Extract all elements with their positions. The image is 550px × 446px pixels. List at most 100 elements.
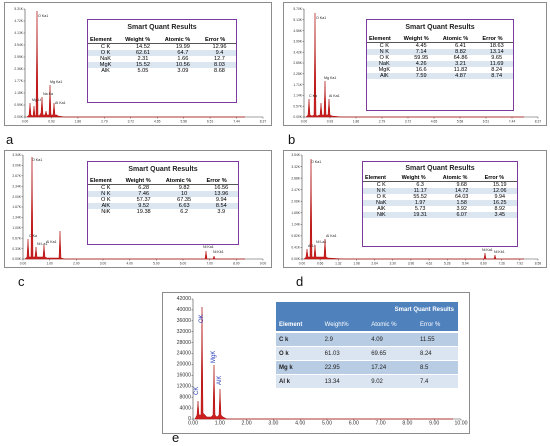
table-row: AlK 5.05 3.09 8.68: [88, 68, 236, 74]
table-row: Mg k 22.95 17.24 8.5: [276, 360, 458, 375]
peak-label-c-0: C Ka: [29, 234, 37, 238]
table-cell: 22.95: [321, 360, 369, 375]
x-tick-label: 2.79: [101, 120, 108, 124]
table-cell: 8.82: [440, 49, 481, 55]
table-row: AlK 7.59 4.87 8.74: [367, 73, 513, 79]
table-title-a: Smart Quant Results: [127, 24, 197, 31]
panel-label-d: d: [296, 274, 304, 289]
column-header: Element: [276, 318, 322, 333]
table-cell: 61.03: [321, 346, 369, 361]
column-header: Element: [88, 37, 124, 44]
table-cell: 6.07: [440, 212, 483, 218]
column-header: Element: [363, 175, 400, 182]
table-cell: N K: [367, 49, 402, 55]
table-cell: AlK: [101, 68, 110, 74]
y-tick-label: 2.28K: [293, 72, 302, 76]
spectrum-trace-c: [24, 156, 245, 260]
results-table-c: Element Weight % Atomic % Error % C K 6.28 9.8…: [88, 178, 238, 215]
y-tick-label: 1.00K: [12, 226, 21, 230]
table-cell: N K: [363, 188, 400, 194]
x-tick-label: 1.00: [46, 262, 53, 266]
x-tick-label: 5.00: [322, 421, 332, 427]
peak-label-a-1: O Ka1: [38, 14, 48, 18]
y-tick-label: 2.95K: [14, 55, 23, 59]
table-cell: 67.35: [177, 197, 192, 203]
x-tick-label: 8.37: [260, 120, 267, 124]
table-cell: 8.68: [214, 68, 225, 74]
table-cell: 16.25: [482, 200, 517, 206]
x-tick-label: 1.98: [353, 262, 360, 266]
y-tick-label: 3.34K: [12, 153, 21, 157]
peak-label-a-2: Na Ka: [43, 92, 53, 96]
y-tick-label: 28000: [177, 340, 192, 346]
table-cell: 9.65: [491, 55, 503, 61]
table-cell: 57.37: [136, 197, 151, 203]
y-tick-label: 0.41K: [291, 246, 300, 250]
y-tick-label: 24000: [177, 351, 192, 357]
table-cell: 2.9: [321, 332, 369, 347]
peak-label-b-1: O Ka1: [316, 16, 326, 20]
table-cell: 9.82: [178, 185, 190, 191]
y-tick-label: 2.34K: [12, 184, 21, 188]
y-tick-label: 1.14K: [293, 94, 302, 98]
table-cell: NaK: [363, 200, 400, 206]
x-tick-label: 0.00: [22, 120, 29, 124]
table-header-row: Element Weight % Atomic % Error %: [88, 178, 238, 185]
table-cell: 64.03: [454, 194, 469, 200]
table-row: NaK 4.26 3.21 11.69: [367, 61, 513, 67]
x-tick-label: 7.00: [206, 262, 213, 266]
table-cell: 11.82: [453, 67, 468, 73]
y-tick-label: 0.59K: [14, 103, 23, 107]
peak-label-d-2: Ni La1: [316, 240, 326, 244]
x-tick-label: 8.37: [535, 120, 542, 124]
table-cell: C K: [376, 182, 386, 188]
y-tick-label: 1.34K: [12, 216, 21, 220]
peak-label-d-0: O Ka1: [311, 160, 321, 164]
column-header: Error %: [480, 36, 513, 43]
x-tick-label: 9.00: [260, 262, 267, 266]
x-tick-label: 7.44: [233, 120, 240, 124]
table-row: C K 4.45 6.41 18.63: [367, 43, 513, 49]
peak-label-d-1: Al Ll: [308, 244, 315, 248]
results-table-box-d: Smart Quant Results Element Weight % Atomi…: [362, 161, 518, 247]
column-header: Weight %: [123, 178, 164, 185]
table-cell: 10.56: [162, 62, 203, 68]
table-cell: Mg k: [276, 360, 322, 375]
table-cell: C K: [101, 185, 111, 191]
panel-label-c: c: [18, 274, 25, 289]
table-title-b: Smart Quant Results: [405, 24, 475, 31]
table-cell: 11.69: [480, 61, 513, 67]
column-header: Atomic %: [440, 36, 481, 43]
results-table-a: Element Weight % Atomic % Error % C K 14.52 19…: [88, 37, 236, 74]
column-header: Atomic %: [163, 178, 205, 185]
y-tick-label: 40000: [177, 307, 192, 313]
table-cell: 3.21: [440, 61, 481, 67]
table-cell: 9.52: [123, 203, 164, 209]
y-tick-label: 1.67K: [12, 205, 21, 209]
table-cell: 64.86: [453, 55, 468, 61]
x-tick-label: 5.94: [462, 262, 469, 266]
table-cell: 15.19: [493, 182, 507, 188]
table-cell: 55.52: [413, 194, 427, 200]
table-cell: 6.28: [138, 185, 150, 191]
table-cell: 3.9: [217, 209, 226, 215]
y-tick-label: 4.13K: [14, 31, 23, 35]
table-title-d: Smart Quant Results: [405, 165, 475, 172]
table-cell: 16.6: [415, 67, 427, 73]
y-tick-label: 2.36K: [14, 67, 23, 71]
y-tick-label: 42000: [177, 296, 192, 302]
x-tick-label: 7.00: [376, 421, 386, 427]
table-cell: O K: [100, 197, 111, 203]
table-row: C K 14.52 19.99 12.96: [88, 44, 236, 50]
table-row: NaK 2.31 1.66 12.7: [88, 56, 236, 62]
y-tick-label: 2.00K: [12, 195, 21, 199]
results-table-box-e: Smart Quant Results Element Weight% Atomic…: [276, 302, 458, 389]
table-cell: 9.02: [368, 374, 417, 389]
table-row: O K 59.95 64.86 9.65: [367, 55, 513, 61]
table-cell: 5.73: [414, 206, 426, 212]
table-cell: 1.66: [177, 56, 189, 62]
table-cell: 10: [163, 191, 205, 197]
x-tick-label: 0.00: [301, 120, 308, 124]
x-tick-label: 4.62: [426, 262, 433, 266]
table-header-row: Element Weight % Atomic % Error %: [363, 175, 517, 182]
